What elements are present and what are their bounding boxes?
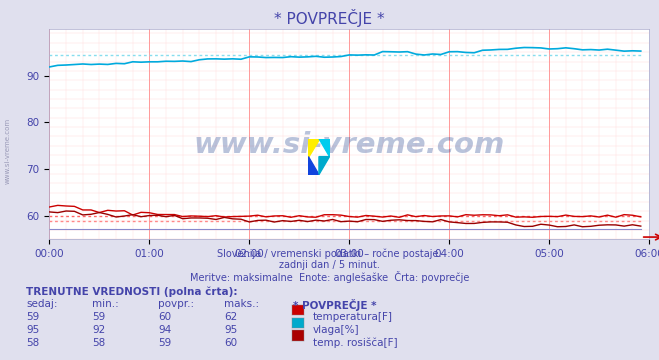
Text: 59: 59: [158, 338, 171, 348]
Text: zadnji dan / 5 minut.: zadnji dan / 5 minut.: [279, 260, 380, 270]
Text: * POVPREČJE *: * POVPREČJE *: [274, 9, 385, 27]
Text: temp. rosišča[F]: temp. rosišča[F]: [313, 338, 397, 348]
Text: 58: 58: [26, 338, 40, 348]
Text: 95: 95: [26, 325, 40, 335]
Text: www.si-vreme.com: www.si-vreme.com: [5, 118, 11, 184]
Polygon shape: [308, 139, 319, 157]
Text: 59: 59: [26, 312, 40, 323]
Text: 95: 95: [224, 325, 237, 335]
Text: 59: 59: [92, 312, 105, 323]
Text: temperatura[F]: temperatura[F]: [313, 312, 393, 323]
Text: Slovenija / vremenski podatki – ročne postaje.: Slovenija / vremenski podatki – ročne po…: [217, 248, 442, 259]
Text: TRENUTNE VREDNOSTI (polna črta):: TRENUTNE VREDNOSTI (polna črta):: [26, 286, 238, 297]
Text: Meritve: maksimalne  Enote: anglešaške  Črta: povprečje: Meritve: maksimalne Enote: anglešaške Čr…: [190, 271, 469, 283]
Text: www.si-vreme.com: www.si-vreme.com: [194, 131, 505, 159]
Text: min.:: min.:: [92, 299, 119, 309]
Text: 92: 92: [92, 325, 105, 335]
Text: vlaga[%]: vlaga[%]: [313, 325, 360, 335]
Text: 94: 94: [158, 325, 171, 335]
Text: 60: 60: [224, 338, 237, 348]
Polygon shape: [319, 139, 330, 157]
Text: povpr.:: povpr.:: [158, 299, 194, 309]
Text: 62: 62: [224, 312, 237, 323]
Text: maks.:: maks.:: [224, 299, 259, 309]
Polygon shape: [308, 157, 319, 175]
Text: 60: 60: [158, 312, 171, 323]
Text: 58: 58: [92, 338, 105, 348]
Polygon shape: [319, 157, 330, 175]
Text: * POVPREČJE *: * POVPREČJE *: [293, 299, 377, 311]
Text: sedaj:: sedaj:: [26, 299, 58, 309]
